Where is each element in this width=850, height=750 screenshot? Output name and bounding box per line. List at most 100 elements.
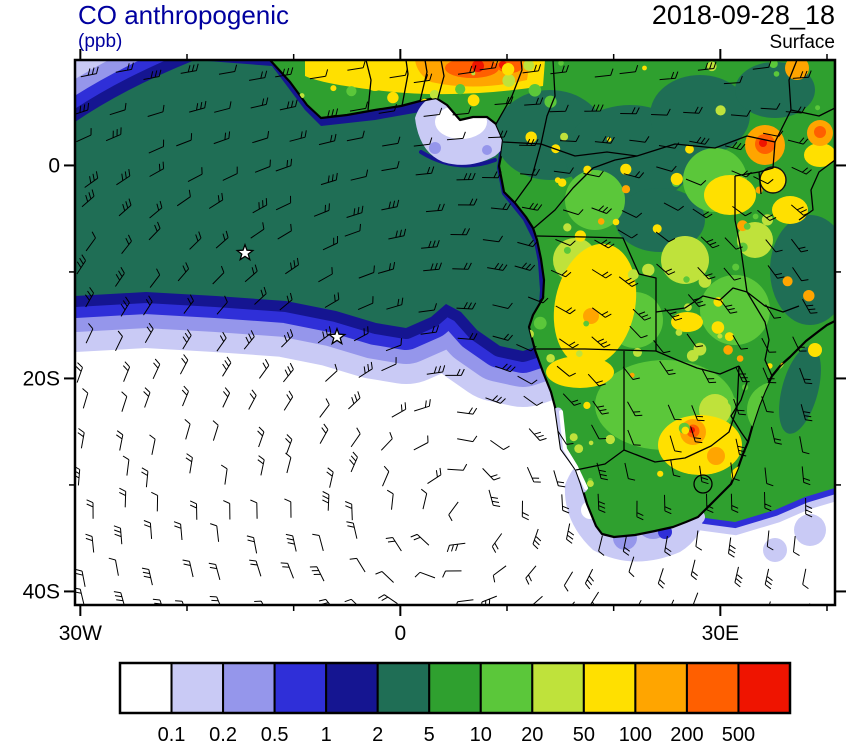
speckle — [587, 480, 594, 487]
patch-dark-fringe — [419, 150, 497, 168]
patch-speck — [482, 145, 492, 155]
speckle — [558, 178, 567, 187]
colorbar-label: 1 — [321, 724, 332, 746]
colorbar-label: 0.1 — [158, 724, 186, 746]
speckle — [576, 350, 583, 358]
speckle — [583, 320, 590, 327]
light-green-patch — [700, 275, 770, 345]
colorbar-box — [273, 662, 328, 714]
speckle — [675, 329, 683, 336]
colorbar-label: 500 — [722, 724, 755, 746]
speckle — [743, 223, 751, 230]
border-line — [536, 235, 657, 351]
speckle — [727, 396, 737, 406]
speckle — [627, 269, 639, 280]
yellow-patch — [772, 196, 808, 224]
yellow-patch — [400, 68, 414, 82]
speckle — [574, 444, 584, 453]
speckle — [761, 214, 774, 226]
speckle — [523, 60, 535, 71]
colorbar-label: 20 — [521, 724, 543, 746]
speckle — [782, 276, 793, 287]
border-line — [365, 60, 372, 111]
deep-orange-core — [814, 126, 826, 138]
namib-white-strip — [559, 410, 588, 490]
border-line — [730, 365, 749, 443]
border-line — [790, 107, 835, 117]
colorbar-box — [376, 662, 431, 714]
speckle — [723, 345, 733, 355]
speckle — [620, 163, 632, 175]
border-line — [575, 449, 625, 471]
map-content — [75, 60, 835, 605]
speckle — [330, 85, 337, 92]
colorbar: 0.1 0.2 0.5 1 2 5 10 20 50 100 200 500 — [118, 661, 792, 746]
border-line — [419, 60, 428, 102]
speckle — [443, 74, 453, 83]
speckle — [681, 426, 690, 435]
speckle — [736, 355, 744, 362]
border-line — [734, 141, 776, 177]
dark-green-patch — [770, 215, 835, 325]
speckle — [528, 84, 542, 97]
speckle — [752, 213, 759, 220]
red-core — [759, 139, 767, 147]
colorbar-box — [582, 662, 637, 714]
time-block: 2018-09-28_18 Surface — [652, 0, 835, 54]
station-star-markers — [235, 242, 347, 346]
patch-speck — [429, 142, 441, 154]
speckle — [638, 362, 652, 375]
colorbar-box — [325, 662, 379, 714]
y-axis-label: 0 — [48, 154, 60, 177]
colorbar-label: 100 — [619, 724, 652, 746]
speckle — [501, 63, 515, 76]
border-line — [514, 143, 542, 203]
star-marker — [235, 242, 255, 262]
x-axis-label: 0 — [394, 622, 406, 645]
speckle — [387, 91, 399, 104]
light-green-patch — [565, 170, 625, 230]
title-block: CO anthropogenic (ppb) — [78, 1, 289, 52]
border-line — [655, 350, 740, 375]
plot-units: (ppb) — [78, 30, 123, 52]
country-borders — [365, 60, 835, 494]
speckle — [563, 246, 571, 254]
map-frame — [73, 58, 837, 607]
speckle — [732, 263, 740, 271]
border-lesotho — [693, 474, 713, 494]
speckle — [701, 313, 709, 321]
speckle — [612, 218, 620, 226]
colorbar-box — [222, 662, 276, 714]
x-axis-label: 30E — [702, 622, 739, 645]
yellow-angola — [553, 243, 637, 367]
speckle — [657, 470, 664, 477]
speckle — [815, 105, 821, 111]
map-area — [73, 58, 837, 607]
speckle — [597, 218, 605, 225]
yellow-patch — [546, 356, 614, 388]
speckle — [502, 74, 516, 87]
speckle — [652, 224, 662, 234]
colorbar-label: 50 — [573, 724, 595, 746]
speckle — [773, 71, 780, 77]
speckle — [724, 332, 734, 342]
colorbar-box — [531, 662, 585, 714]
colorbar-label: 10 — [470, 724, 492, 746]
border-line — [437, 60, 445, 99]
speckle — [605, 434, 615, 445]
speckle — [670, 172, 683, 186]
speckle — [563, 223, 572, 232]
speckle — [621, 185, 631, 194]
border-line — [401, 60, 409, 107]
speckle — [346, 86, 357, 97]
orange-hotspot — [583, 308, 599, 324]
speckle — [642, 65, 647, 71]
speckle — [574, 230, 586, 242]
colorbar-box — [428, 662, 482, 714]
colorbar-label: 0.5 — [261, 724, 289, 746]
colorbar-label: 0.2 — [209, 724, 237, 746]
yellow-patch — [366, 73, 384, 91]
east-speck — [808, 343, 822, 357]
